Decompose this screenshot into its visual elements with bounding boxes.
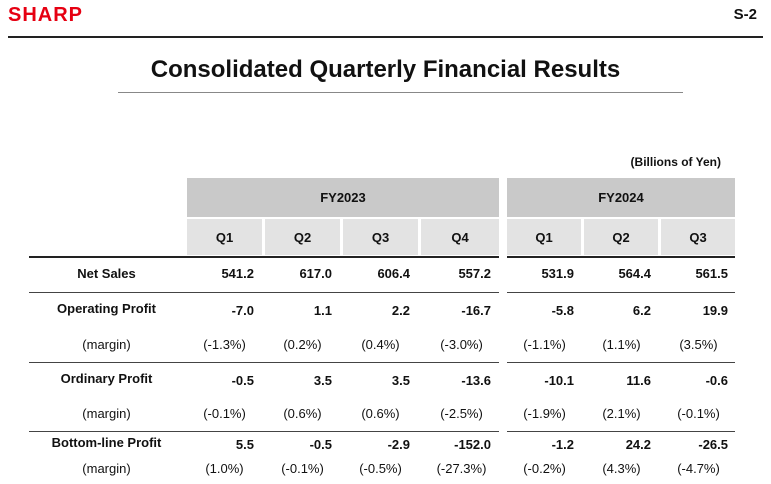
table-cell: 1.1: [313, 303, 332, 318]
unit-note: (Billions of Yen): [630, 155, 721, 169]
table-cell: (-3.0%): [440, 337, 483, 352]
table-cell: (-0.1%): [677, 406, 720, 421]
table-cell: (0.4%): [361, 337, 400, 352]
table-cell: (-0.1%): [203, 406, 246, 421]
table-cell: 541.2: [221, 266, 254, 281]
header-divider: [8, 36, 763, 38]
fy2024-q1-header: Q1: [507, 219, 581, 255]
table-cell: 3.5: [391, 373, 410, 388]
table-cell: (2.1%): [602, 406, 641, 421]
table-cell: (-27.3%): [436, 461, 487, 476]
table-cell: (-1.9%): [523, 406, 566, 421]
table-cell: (4.3%): [602, 461, 641, 476]
row-label-operating-profit: Operating Profit: [57, 301, 156, 316]
table-cell: -5.8: [551, 303, 574, 318]
row-label-net-sales: Net Sales: [77, 266, 136, 281]
table-cell: -16.7: [461, 303, 491, 318]
fy2023-q3-header: Q3: [343, 219, 418, 255]
table-cell: -2.9: [387, 437, 410, 452]
row-label-margin: (margin): [82, 337, 131, 352]
row-divider: [507, 362, 735, 363]
page-title: Consolidated Quarterly Financial Results: [150, 56, 621, 83]
table-cell: 24.2: [625, 437, 651, 452]
row-label-bottom-line-profit: Bottom-line Profit: [51, 435, 162, 450]
row-label-margin: (margin): [82, 406, 131, 421]
row-divider: [29, 292, 499, 293]
table-cell: -0.6: [705, 373, 728, 388]
row-label-margin: (margin): [82, 461, 131, 476]
table-cell: (1.0%): [205, 461, 244, 476]
fy2024-header: FY2024: [507, 178, 735, 217]
sharp-logo: SHARP: [8, 4, 84, 26]
table-cell: -10.1: [544, 373, 574, 388]
table-cell: 561.5: [695, 266, 728, 281]
row-divider: [507, 256, 735, 258]
table-cell: (-1.3%): [203, 337, 246, 352]
fy2024-q3-header: Q3: [661, 219, 735, 255]
table-cell: (0.6%): [283, 406, 322, 421]
row-divider: [507, 292, 735, 293]
table-cell: 11.6: [626, 373, 651, 388]
page-number: S-2: [733, 6, 757, 23]
table-cell: 606.4: [377, 266, 410, 281]
table-cell: -0.5: [309, 437, 332, 452]
table-cell: 531.9: [541, 266, 574, 281]
row-divider: [29, 256, 499, 258]
table-cell: (-1.1%): [523, 337, 566, 352]
table-cell: -26.5: [698, 437, 728, 452]
table-cell: (-0.2%): [523, 461, 566, 476]
table-cell: 564.4: [618, 266, 651, 281]
table-cell: 2.2: [391, 303, 410, 318]
table-cell: (3.5%): [679, 337, 718, 352]
table-cell: 617.0: [299, 266, 332, 281]
row-label-ordinary-profit: Ordinary Profit: [60, 371, 153, 386]
fy2023-q2-header: Q2: [265, 219, 340, 255]
fy2023-q4-header: Q4: [421, 219, 499, 255]
fy2023-q1-header: Q1: [187, 219, 262, 255]
row-divider: [29, 362, 499, 363]
table-cell: -7.0: [231, 303, 254, 318]
table-cell: (0.2%): [283, 337, 322, 352]
table-cell: (-4.7%): [677, 461, 720, 476]
table-cell: (-2.5%): [440, 406, 483, 421]
table-cell: (1.1%): [602, 337, 641, 352]
table-cell: -13.6: [461, 373, 491, 388]
table-cell: -152.0: [454, 437, 491, 452]
table-cell: 3.5: [313, 373, 332, 388]
fy2023-header: FY2023: [187, 178, 499, 217]
table-cell: (0.6%): [361, 406, 400, 421]
table-cell: -1.2: [551, 437, 574, 452]
table-cell: (-0.5%): [359, 461, 402, 476]
table-cell: -0.5: [231, 373, 254, 388]
table-cell: 6.2: [632, 303, 651, 318]
fy2024-q2-header: Q2: [584, 219, 658, 255]
row-divider: [29, 431, 499, 432]
table-cell: 557.2: [458, 266, 491, 281]
table-cell: 19.9: [702, 303, 728, 318]
title-underline: [118, 92, 683, 93]
row-divider: [507, 431, 735, 432]
table-cell: 5.5: [235, 437, 254, 452]
table-cell: (-0.1%): [281, 461, 324, 476]
